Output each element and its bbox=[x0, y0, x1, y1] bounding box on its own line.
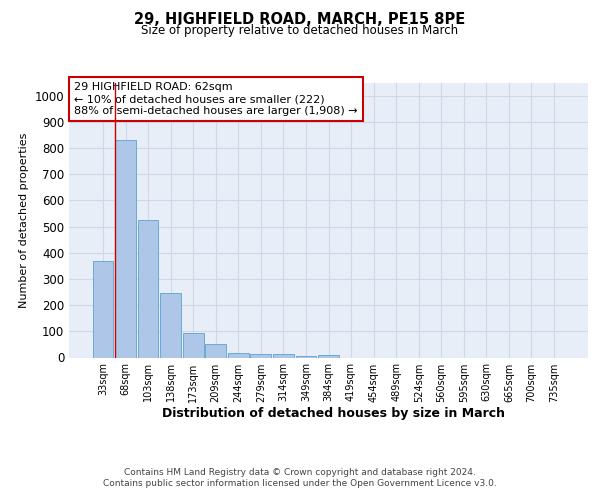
Text: Contains HM Land Registry data © Crown copyright and database right 2024.
Contai: Contains HM Land Registry data © Crown c… bbox=[103, 468, 497, 487]
Y-axis label: Number of detached properties: Number of detached properties bbox=[19, 132, 29, 308]
Bar bbox=[296, 356, 316, 358]
Bar bbox=[273, 354, 294, 358]
Bar bbox=[160, 294, 181, 358]
Bar bbox=[137, 220, 158, 358]
Bar bbox=[205, 344, 226, 358]
Text: Size of property relative to detached houses in March: Size of property relative to detached ho… bbox=[142, 24, 458, 37]
Bar bbox=[115, 140, 136, 358]
Bar bbox=[228, 353, 248, 358]
Text: 29, HIGHFIELD ROAD, MARCH, PE15 8PE: 29, HIGHFIELD ROAD, MARCH, PE15 8PE bbox=[134, 12, 466, 28]
Bar bbox=[250, 354, 271, 358]
Text: 29 HIGHFIELD ROAD: 62sqm
← 10% of detached houses are smaller (222)
88% of semi-: 29 HIGHFIELD ROAD: 62sqm ← 10% of detach… bbox=[74, 82, 358, 116]
Bar bbox=[92, 260, 113, 358]
Bar bbox=[318, 356, 339, 358]
Text: Distribution of detached houses by size in March: Distribution of detached houses by size … bbox=[161, 408, 505, 420]
Bar bbox=[183, 332, 203, 357]
